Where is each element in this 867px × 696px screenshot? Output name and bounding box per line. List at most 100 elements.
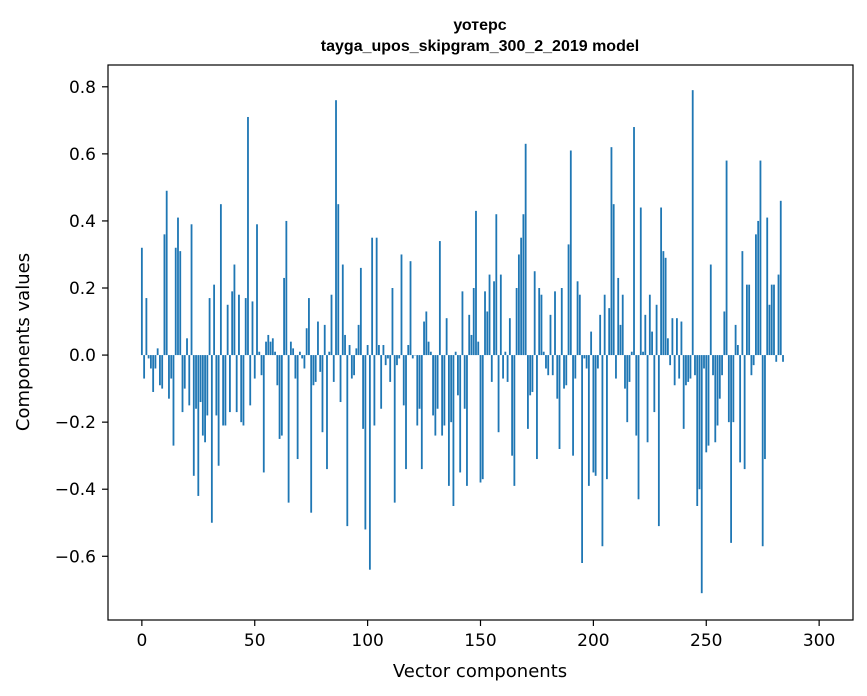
bar-144 — [466, 355, 468, 486]
bar-223 — [644, 314, 647, 356]
bar-52 — [258, 351, 261, 356]
bar-61 — [278, 355, 281, 439]
bar-49 — [251, 301, 254, 356]
bar-152 — [484, 291, 486, 356]
bar-59 — [274, 351, 276, 356]
bar-171 — [527, 355, 529, 429]
bar-230 — [660, 207, 663, 356]
bar-122 — [416, 355, 419, 426]
y-tick-label: 0.2 — [69, 279, 96, 299]
bar-192 — [574, 355, 577, 379]
bar-16 — [177, 217, 179, 356]
bar-72 — [303, 355, 306, 369]
bar-255 — [716, 355, 719, 426]
bar-87 — [337, 204, 340, 356]
bar-1 — [143, 355, 146, 379]
x-tick-label: 150 — [464, 631, 496, 651]
bar-115 — [400, 254, 403, 356]
y-tick-label: 0.4 — [69, 212, 96, 232]
x-tick-label: 100 — [351, 631, 383, 651]
bar-197 — [585, 355, 588, 369]
bar-269 — [748, 284, 751, 356]
bar-113 — [396, 355, 398, 366]
bar-54 — [262, 355, 265, 473]
y-tick-label: −0.4 — [55, 480, 96, 500]
bar-154 — [488, 274, 491, 356]
bar-78 — [317, 321, 319, 356]
bar-209 — [612, 204, 615, 356]
bar-256 — [718, 355, 721, 399]
bar-206 — [606, 355, 608, 480]
y-axis-ticks: −0.6 −0.4 −0.2 0.0 0.2 0.4 0.6 0.8 — [55, 78, 108, 567]
bar-123 — [418, 355, 421, 409]
bar-162 — [506, 355, 509, 382]
bar-71 — [301, 355, 304, 359]
bar-11 — [165, 190, 168, 356]
bar-173 — [531, 355, 534, 392]
bar-18 — [181, 355, 184, 413]
bar-102 — [371, 237, 374, 356]
bar-4 — [149, 355, 152, 369]
bar-62 — [280, 355, 283, 436]
bar-92 — [348, 345, 351, 356]
bar-205 — [603, 294, 606, 356]
bar-137 — [450, 355, 453, 423]
bar-138 — [452, 355, 455, 506]
bar-210 — [615, 355, 617, 379]
bar-168 — [520, 237, 523, 356]
bar-42 — [235, 355, 238, 413]
bar-97 — [359, 267, 362, 356]
bar-174 — [533, 271, 536, 356]
bar-69 — [296, 355, 299, 460]
bar-184 — [556, 355, 559, 399]
bar-58 — [271, 338, 274, 356]
bar-35 — [219, 204, 222, 356]
bar-226 — [651, 331, 653, 356]
bar-44 — [240, 355, 243, 423]
bar-175 — [536, 355, 538, 460]
bar-153 — [486, 311, 489, 356]
bar-126 — [425, 311, 428, 356]
bar-19 — [183, 355, 186, 389]
bar-169 — [522, 214, 525, 356]
bar-7 — [156, 348, 159, 356]
bar-237 — [676, 318, 678, 356]
bar-236 — [673, 355, 676, 386]
bar-32 — [213, 284, 216, 356]
bar-111 — [391, 288, 394, 356]
bar-212 — [619, 324, 622, 356]
bar-217 — [630, 351, 633, 356]
chart-title-line2: tayga_upos_skipgram_300_2_2019 model — [321, 38, 639, 55]
bar-282 — [777, 274, 780, 356]
bar-83 — [328, 351, 331, 356]
bar-229 — [657, 355, 660, 527]
bar-99 — [364, 355, 367, 530]
bar-272 — [755, 234, 757, 356]
bar-147 — [472, 288, 475, 356]
bar-155 — [490, 355, 493, 382]
bar-190 — [569, 150, 572, 356]
bar-261 — [730, 355, 732, 543]
bar-276 — [764, 355, 766, 460]
bar-134 — [443, 355, 446, 426]
bar-139 — [454, 351, 457, 356]
bar-232 — [664, 257, 667, 356]
bar-91 — [346, 355, 349, 527]
y-axis-label: Components values — [13, 253, 34, 431]
bar-109 — [387, 355, 389, 359]
bar-199 — [590, 331, 593, 356]
bar-239 — [680, 321, 683, 356]
bar-112 — [393, 355, 396, 503]
bar-125 — [423, 321, 425, 356]
bar-263 — [734, 324, 737, 356]
bar-81 — [323, 324, 326, 356]
bar-76 — [312, 355, 315, 386]
bar-15 — [174, 247, 177, 356]
bar-100 — [366, 345, 369, 356]
bar-253 — [712, 355, 714, 376]
bar-43 — [238, 294, 240, 356]
bar-45 — [242, 355, 245, 426]
bar-93 — [350, 355, 353, 379]
